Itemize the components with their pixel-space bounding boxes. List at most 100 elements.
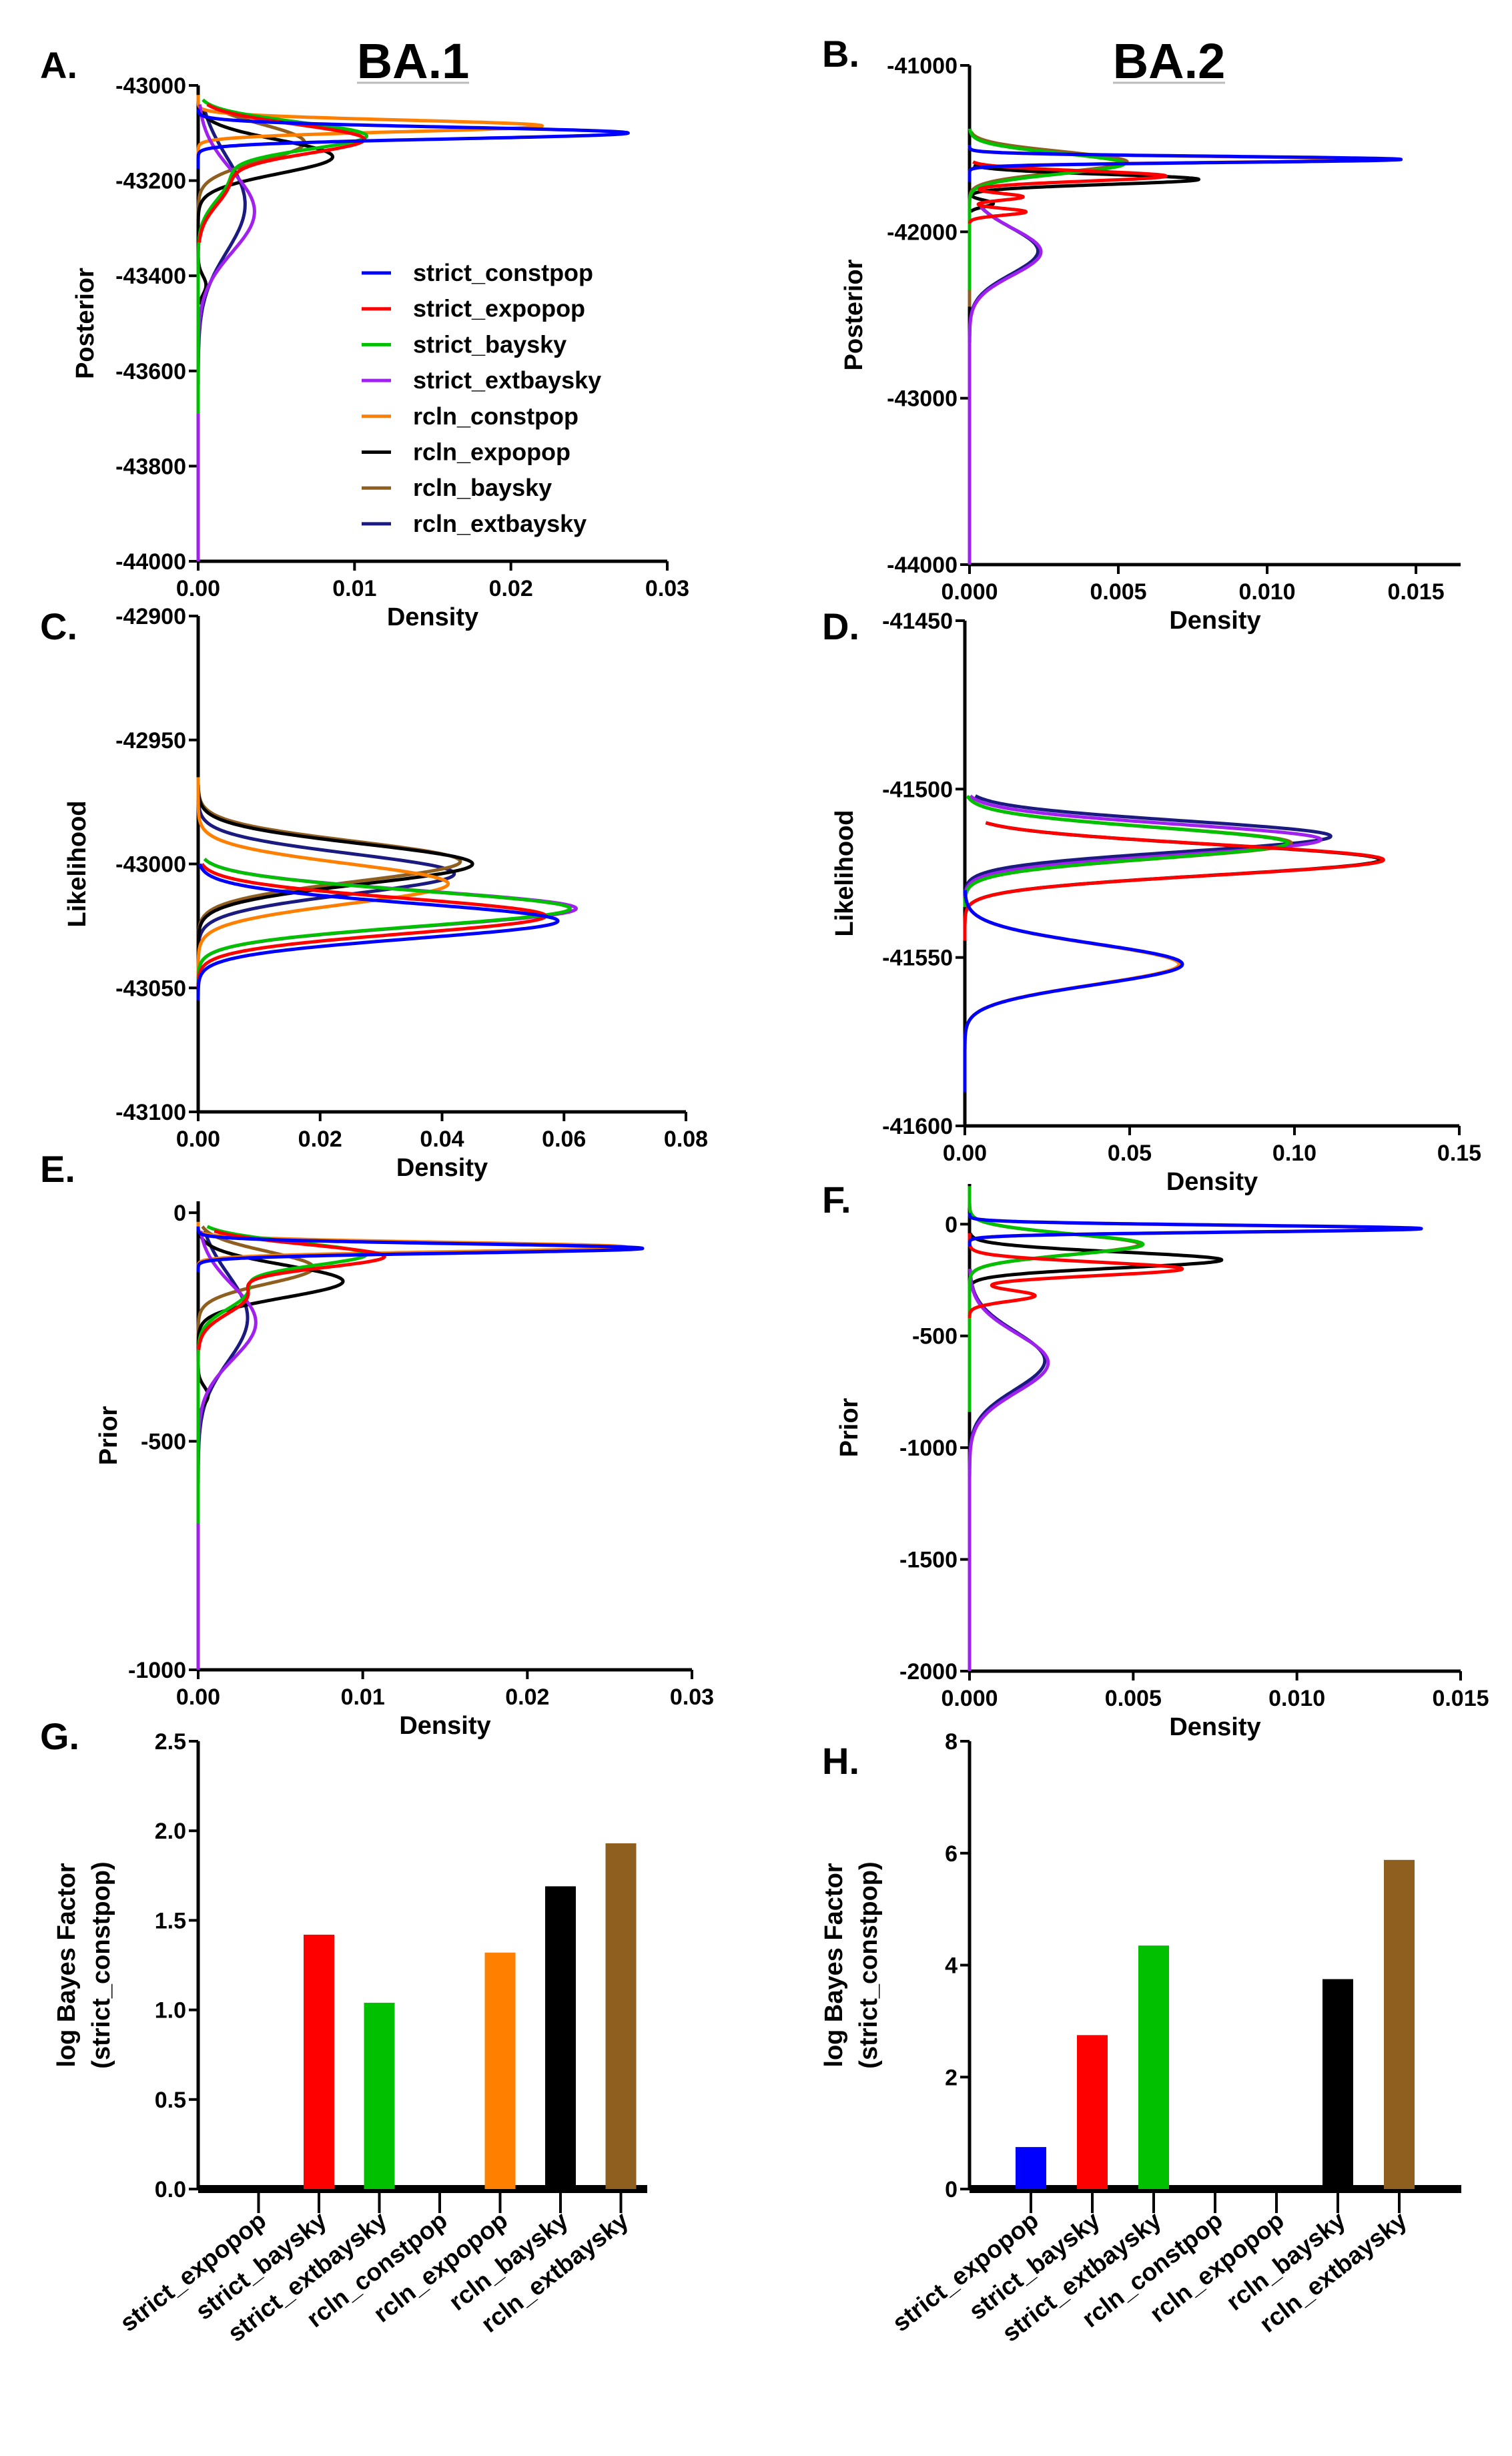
bar-strict-baysky [304, 1934, 334, 2189]
y-tick-label: -43200 [115, 169, 186, 194]
density-curve-strict-expopop [968, 1231, 1184, 1319]
density-curve-strict-expopop [963, 821, 1385, 942]
x-tick-label: 0.02 [489, 576, 533, 601]
bar-strict-expopop [1016, 2147, 1046, 2189]
y-tick-label: 2.5 [155, 1729, 186, 1755]
density-curve-strict-constpop [968, 143, 1403, 184]
y-tick-label: -43600 [115, 359, 186, 384]
bar-strict-extbaysky [364, 2002, 395, 2189]
panel-letter: G. [40, 1715, 79, 1757]
y-tick-label: -44000 [887, 553, 958, 578]
bar-rcln-baysky [545, 1886, 576, 2189]
y-tick-label: -2000 [899, 1659, 958, 1684]
density-curve-strict-constpop [196, 862, 560, 1002]
x-axis-title: Density [399, 1712, 490, 1740]
y-tick-label: 2 [945, 2065, 958, 2090]
legend-label: strict_baysky [413, 330, 566, 358]
y-tick-label: 0 [945, 2177, 958, 2202]
y-tick-label: 8 [945, 1729, 958, 1755]
density-curve-strict-extbaysky [968, 206, 1043, 565]
panel-letter: C. [40, 605, 77, 647]
x-tick-label: 0.010 [1268, 1686, 1325, 1711]
x-tick-label: 0.08 [664, 1127, 708, 1152]
x-tick-label: 0.15 [1437, 1141, 1481, 1166]
panel-a: A. -43000-43200-43400-43600-43800-440000.… [40, 44, 689, 631]
x-tick-label: 0.000 [941, 579, 998, 605]
x-axis-title: Density [396, 1154, 488, 1182]
density-curve-strict-constpop [968, 1211, 1423, 1249]
density-curve-strict-baysky [196, 858, 572, 984]
x-axis-title: Density [1169, 1713, 1260, 1741]
x-tick-label: 0.000 [941, 1686, 998, 1711]
density-curve-strict-constpop [963, 889, 1184, 1093]
density-curve-rcln-extbaysky [968, 206, 1040, 515]
y-tick-label: -43000 [115, 852, 186, 878]
y-tick-label: 1.5 [155, 1908, 186, 1933]
x-tick-label: 0.00 [176, 1684, 220, 1710]
legend-label: rcln_constpop [413, 402, 579, 430]
panel-letter: E. [40, 1148, 75, 1190]
panel-letter: A. [40, 44, 77, 86]
panel-letter: D. [822, 605, 859, 647]
y-tick-label: -41550 [882, 946, 953, 971]
legend-label: strict_constpop [413, 259, 593, 286]
y-tick-label: -1500 [899, 1548, 958, 1573]
bar-rcln-extbaysky [605, 1843, 637, 2189]
y-tick-label: -1000 [128, 1658, 186, 1683]
y-tick-label: 0.0 [155, 2177, 186, 2202]
y-tick-label: -43000 [115, 73, 186, 99]
x-tick-label: 0.015 [1388, 579, 1445, 605]
density-curve-rcln-extbaysky [963, 794, 1333, 902]
y-tick-label: -500 [912, 1324, 958, 1349]
bar-strict-baysky [1077, 2035, 1108, 2189]
y-axis-title: Likelihood [63, 801, 91, 928]
density-curve-strict-expopop [198, 103, 366, 244]
x-tick-label: 0.10 [1272, 1141, 1316, 1166]
bar-strict-extbaysky [1138, 1945, 1169, 2189]
density-curve-strict-baysky [963, 794, 1290, 908]
y-tick-label: -43050 [115, 976, 186, 1001]
y-axis-title-line1: log Bayes Factor [820, 1863, 848, 2067]
density-curve-rcln-expopop [196, 784, 474, 964]
legend-label: rcln_expopop [413, 438, 571, 466]
panel-g: G.0.00.51.01.52.02.5strict_expopopstrict… [40, 1715, 647, 2347]
bar-rcln-expopop [484, 1952, 516, 2189]
y-tick-label: -41500 [882, 777, 953, 802]
x-tick-label: 0.03 [670, 1684, 714, 1710]
y-axis-title-line2: (strict_constpop) [855, 1861, 883, 2068]
x-tick-label: 0.03 [645, 576, 689, 601]
density-curve-strict-expopop [968, 160, 1168, 225]
x-tick-label: 0.04 [420, 1127, 464, 1152]
legend-label: rcln_extbaysky [413, 510, 587, 537]
y-tick-label: 0 [173, 1201, 186, 1226]
y-tick-label: -43400 [115, 264, 186, 289]
y-tick-label: -42950 [115, 728, 186, 753]
density-curve-rcln-constpop [196, 776, 450, 984]
x-tick-label: 0.00 [176, 1127, 220, 1152]
y-tick-label: -43100 [115, 1100, 186, 1125]
x-tick-label: 0.01 [341, 1684, 385, 1710]
x-tick-label: 0.05 [1108, 1141, 1152, 1166]
density-curve-strict-expopop [196, 862, 548, 989]
y-tick-label: -41600 [882, 1114, 953, 1139]
x-tick-label: 0.01 [332, 576, 376, 601]
panel-h: H.02468strict_expopopstrict_bayskystrict… [820, 1729, 1461, 2347]
x-tick-label: 0.005 [1090, 579, 1146, 605]
density-curve-rcln-expopop [196, 1230, 345, 1415]
y-tick-label: 6 [945, 1841, 958, 1867]
y-tick-label: -41000 [887, 53, 958, 79]
y-tick-label: -42900 [115, 604, 186, 629]
y-tick-label: -42000 [887, 220, 958, 245]
x-axis-title: Density [1169, 607, 1260, 635]
density-curve-rcln-constpop [963, 889, 1181, 1077]
density-curve-strict-expopop [197, 1229, 386, 1351]
x-axis-title: Density [387, 603, 478, 631]
density-curve-rcln-baysky [196, 1225, 316, 1360]
legend-label: strict_extbaysky [413, 366, 601, 394]
x-tick-label: 0.010 [1239, 579, 1296, 605]
title-ba2: BA.2 [1113, 33, 1226, 89]
density-curve-strict-extbaysky [968, 1268, 1050, 1672]
